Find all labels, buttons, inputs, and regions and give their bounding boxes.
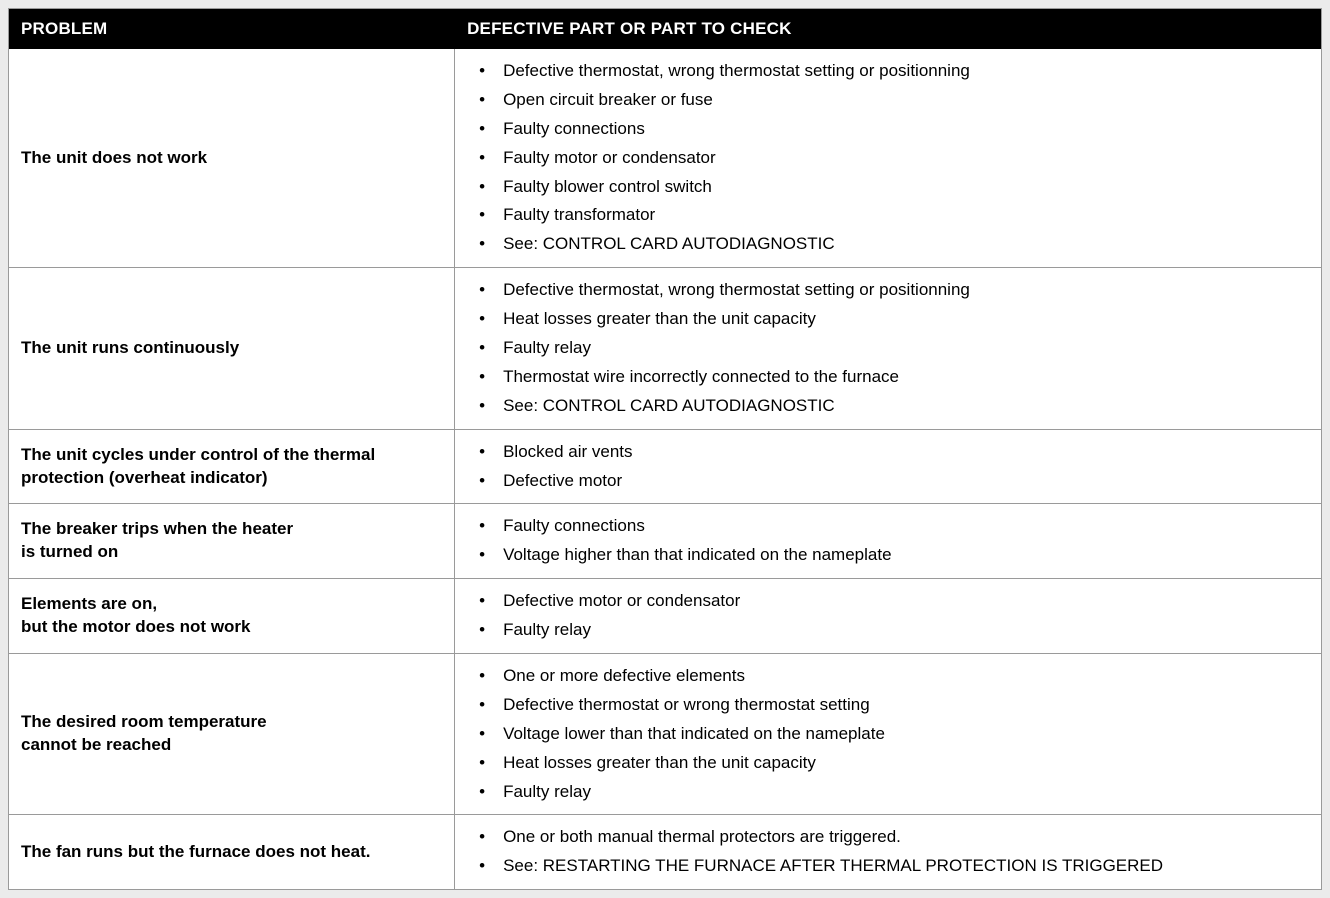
- check-item: Faulty blower control switch: [479, 173, 1309, 202]
- check-list: Faulty connectionsVoltage higher than th…: [467, 512, 1309, 570]
- table-row: The fan runs but the furnace does not he…: [9, 814, 1321, 889]
- check-item: Voltage higher than that indicated on th…: [479, 541, 1309, 570]
- problem-cell: The breaker trips when the heateris turn…: [9, 504, 455, 578]
- table-row: The breaker trips when the heateris turn…: [9, 503, 1321, 578]
- problem-text: The unit cycles under control of the the…: [21, 444, 442, 490]
- check-item: One or both manual thermal protectors ar…: [479, 823, 1309, 852]
- check-list: Defective thermostat, wrong thermostat s…: [467, 57, 1309, 259]
- check-list: Blocked air ventsDefective motor: [467, 438, 1309, 496]
- table-row: Elements are on,but the motor does not w…: [9, 578, 1321, 653]
- check-item: Defective thermostat, wrong thermostat s…: [479, 276, 1309, 305]
- column-header-problem: PROBLEM: [9, 9, 455, 49]
- table-body: The unit does not work Defective thermost…: [9, 49, 1321, 889]
- check-item: Faulty relay: [479, 778, 1309, 807]
- table-row: The desired room temperaturecannot be re…: [9, 653, 1321, 814]
- check-item: See: CONTROL CARD AUTODIAGNOSTIC: [479, 392, 1309, 421]
- check-item: Faulty connections: [479, 512, 1309, 541]
- check-item: Thermostat wire incorrectly connected to…: [479, 363, 1309, 392]
- problem-cell: The desired room temperaturecannot be re…: [9, 654, 455, 814]
- troubleshooting-table: PROBLEM DEFECTIVE PART OR PART TO CHECK …: [8, 8, 1322, 890]
- check-cell: Faulty connectionsVoltage higher than th…: [455, 504, 1321, 578]
- problem-cell: The unit cycles under control of the the…: [9, 430, 455, 504]
- check-item: Open circuit breaker or fuse: [479, 86, 1309, 115]
- check-cell: One or more defective elementsDefective …: [455, 654, 1321, 814]
- check-item: Faulty motor or condensator: [479, 144, 1309, 173]
- check-item: See: CONTROL CARD AUTODIAGNOSTIC: [479, 230, 1309, 259]
- check-item: Faulty relay: [479, 616, 1309, 645]
- check-item: One or more defective elements: [479, 662, 1309, 691]
- problem-cell: The unit does not work: [9, 49, 455, 267]
- check-item: See: RESTARTING THE FURNACE AFTER THERMA…: [479, 852, 1309, 881]
- check-list: Defective motor or condensatorFaulty rel…: [467, 587, 1309, 645]
- problem-text: The desired room temperaturecannot be re…: [21, 711, 267, 757]
- check-item: Heat losses greater than the unit capaci…: [479, 749, 1309, 778]
- check-cell: Defective thermostat, wrong thermostat s…: [455, 268, 1321, 428]
- problem-text: The unit does not work: [21, 147, 207, 170]
- check-item: Defective thermostat, wrong thermostat s…: [479, 57, 1309, 86]
- problem-text: The fan runs but the furnace does not he…: [21, 841, 370, 864]
- check-item: Blocked air vents: [479, 438, 1309, 467]
- table-row: The unit runs continuously Defective ther…: [9, 267, 1321, 428]
- check-item: Heat losses greater than the unit capaci…: [479, 305, 1309, 334]
- check-list: One or both manual thermal protectors ar…: [467, 823, 1309, 881]
- problem-text: The breaker trips when the heateris turn…: [21, 518, 293, 564]
- table-row: The unit does not work Defective thermost…: [9, 49, 1321, 267]
- column-header-check: DEFECTIVE PART OR PART TO CHECK: [455, 9, 1321, 49]
- problem-cell: Elements are on,but the motor does not w…: [9, 579, 455, 653]
- check-item: Defective motor or condensator: [479, 587, 1309, 616]
- check-cell: Defective thermostat, wrong thermostat s…: [455, 49, 1321, 267]
- check-cell: One or both manual thermal protectors ar…: [455, 815, 1321, 889]
- check-cell: Blocked air ventsDefective motor: [455, 430, 1321, 504]
- table-header-row: PROBLEM DEFECTIVE PART OR PART TO CHECK: [9, 9, 1321, 49]
- problem-text: Elements are on,but the motor does not w…: [21, 593, 251, 639]
- problem-cell: The unit runs continuously: [9, 268, 455, 428]
- check-list: Defective thermostat, wrong thermostat s…: [467, 276, 1309, 420]
- check-item: Voltage lower than that indicated on the…: [479, 720, 1309, 749]
- table-row: The unit cycles under control of the the…: [9, 429, 1321, 504]
- problem-text: The unit runs continuously: [21, 337, 239, 360]
- check-item: Defective motor: [479, 467, 1309, 496]
- problem-cell: The fan runs but the furnace does not he…: [9, 815, 455, 889]
- check-item: Faulty connections: [479, 115, 1309, 144]
- check-item: Defective thermostat or wrong thermostat…: [479, 691, 1309, 720]
- check-item: Faulty relay: [479, 334, 1309, 363]
- check-cell: Defective motor or condensatorFaulty rel…: [455, 579, 1321, 653]
- check-list: One or more defective elementsDefective …: [467, 662, 1309, 806]
- check-item: Faulty transformator: [479, 201, 1309, 230]
